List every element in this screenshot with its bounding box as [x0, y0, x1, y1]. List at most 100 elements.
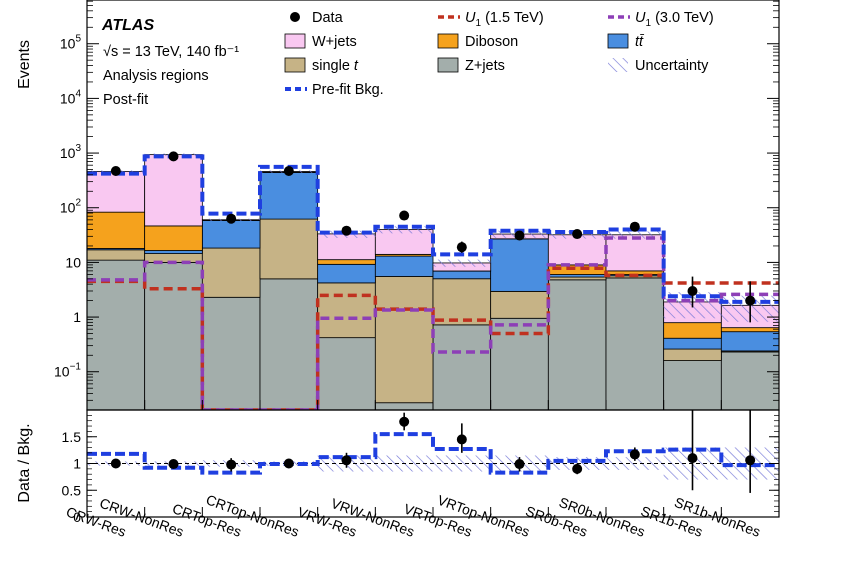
legend-item: Uncertainty: [608, 58, 709, 74]
bar-z-jets: [259, 278, 319, 410]
bar-single-t: [547, 276, 607, 281]
uncertainty-band: [606, 231, 664, 239]
bar-diboson: [720, 327, 779, 333]
bar-t-t-bar: [720, 331, 779, 352]
legend-label: U1 (3.0 TeV): [635, 10, 714, 29]
bar-single-t: [374, 276, 434, 404]
bar-t-t-bar: [259, 172, 319, 220]
bar-single-t: [259, 218, 319, 280]
legend-label: W+jets: [312, 34, 357, 50]
legend-label: tt̄: [635, 34, 645, 50]
y-tick-label: 1: [73, 309, 81, 325]
bar-t-t-bar: [374, 255, 434, 277]
data-point: [629, 221, 640, 232]
ratio-tick-label: 1: [73, 456, 81, 472]
bar-single-t: [87, 249, 146, 261]
bar-w-jets: [317, 233, 376, 261]
bar-w-jets: [374, 229, 434, 255]
annotations: ATLAS √s = 13 TeV, 140 fb⁻¹ Analysis reg…: [101, 17, 239, 108]
ratio-point: [629, 449, 640, 460]
bar-w-jets: [605, 234, 665, 272]
bar-t-t-bar: [663, 337, 722, 350]
main-histogram: [87, 151, 779, 410]
bar-z-jets: [720, 351, 779, 410]
y-tick-label: 10−1: [54, 362, 81, 380]
ratio-point: [745, 455, 756, 466]
ratio-point: [341, 455, 352, 466]
legend: Data U1 (1.5 TeV) U1 (3.0 TeV) W+jets Diboso…: [284, 10, 714, 98]
bar-single-t: [432, 278, 492, 326]
legend-label: Diboson: [465, 34, 518, 50]
postfit-note: Post-fit: [103, 92, 148, 108]
bar-z-jets: [144, 261, 203, 410]
signal-line-1: [87, 236, 779, 410]
legend-item: tt̄: [607, 33, 645, 50]
ratio-point: [399, 416, 410, 427]
ratio-point: [168, 459, 179, 470]
bar-w-jets: [547, 234, 607, 266]
legend-label: U1 (1.5 TeV): [465, 10, 544, 29]
legend-item: Diboson: [437, 33, 518, 50]
legend-swatch: [607, 33, 629, 49]
bar-single-t: [201, 247, 261, 298]
bar-single-t: [490, 290, 549, 319]
data-point: [745, 295, 756, 306]
bar-diboson: [663, 322, 722, 339]
ratio-panel: [87, 410, 779, 493]
bar-z-jets: [317, 337, 376, 410]
data-point: [110, 165, 121, 176]
data-point: [283, 165, 294, 176]
data-point: [341, 225, 352, 236]
signal-line-0: [87, 266, 779, 410]
bar-diboson: [87, 211, 146, 249]
legend-swatch: [437, 33, 459, 49]
legend-item: Z+jets: [437, 57, 505, 74]
data-point: [687, 285, 698, 296]
bar-z-jets: [605, 277, 665, 410]
data-point: [226, 213, 237, 224]
bar-w-jets: [144, 154, 203, 227]
bar-t-t-bar: [432, 270, 492, 280]
ratio-tick-label: 1.5: [62, 429, 82, 445]
bar-diboson: [317, 259, 376, 265]
uncertainty-band: [433, 259, 491, 267]
bar-z-jets: [432, 324, 492, 410]
atlas-label: ATLAS: [101, 17, 154, 34]
data-point: [168, 151, 179, 162]
bar-z-jets: [663, 360, 722, 410]
y-tick-label: 10: [65, 254, 81, 270]
ratio-tick-label: 0.5: [62, 482, 82, 498]
ratio-prefit-line: [87, 432, 779, 475]
data-point: [399, 210, 410, 221]
ratio-point: [687, 453, 698, 464]
bar-diboson: [144, 225, 203, 251]
bar-z-jets: [87, 259, 146, 410]
legend-swatch: [437, 57, 459, 73]
bar-t-t-bar: [317, 263, 376, 284]
ratio-point: [456, 434, 467, 445]
legend-item: U1 (1.5 TeV): [438, 10, 544, 29]
legend-swatch: [284, 33, 306, 49]
legend-swatch: [284, 57, 306, 73]
data-point: [456, 242, 467, 253]
energy-lumi-note: √s = 13 TeV, 140 fb⁻¹: [103, 44, 239, 60]
legend-item: U1 (3.0 TeV): [608, 10, 714, 29]
legend-swatch-hatch: [608, 58, 628, 72]
bar-t-t-bar: [490, 238, 549, 292]
bar-w-jets: [87, 171, 146, 213]
legend-label: Data: [312, 10, 344, 26]
legend-label: Z+jets: [465, 58, 505, 74]
y-axis-label: Events: [16, 40, 33, 89]
data-point: [514, 230, 525, 241]
bar-z-jets: [547, 279, 607, 410]
y-tick-label: 104: [60, 88, 82, 106]
y-tick-label: 103: [60, 143, 82, 161]
bar-t-t-bar: [144, 250, 203, 254]
ratio-tick-label: 0: [73, 509, 81, 525]
ratio-y-axis-label: Data / Bkg.: [16, 423, 33, 502]
prefit-line: [87, 154, 779, 304]
ratio-point: [283, 458, 294, 469]
ratio-point: [226, 459, 237, 470]
y-tick-label: 102: [60, 198, 82, 216]
